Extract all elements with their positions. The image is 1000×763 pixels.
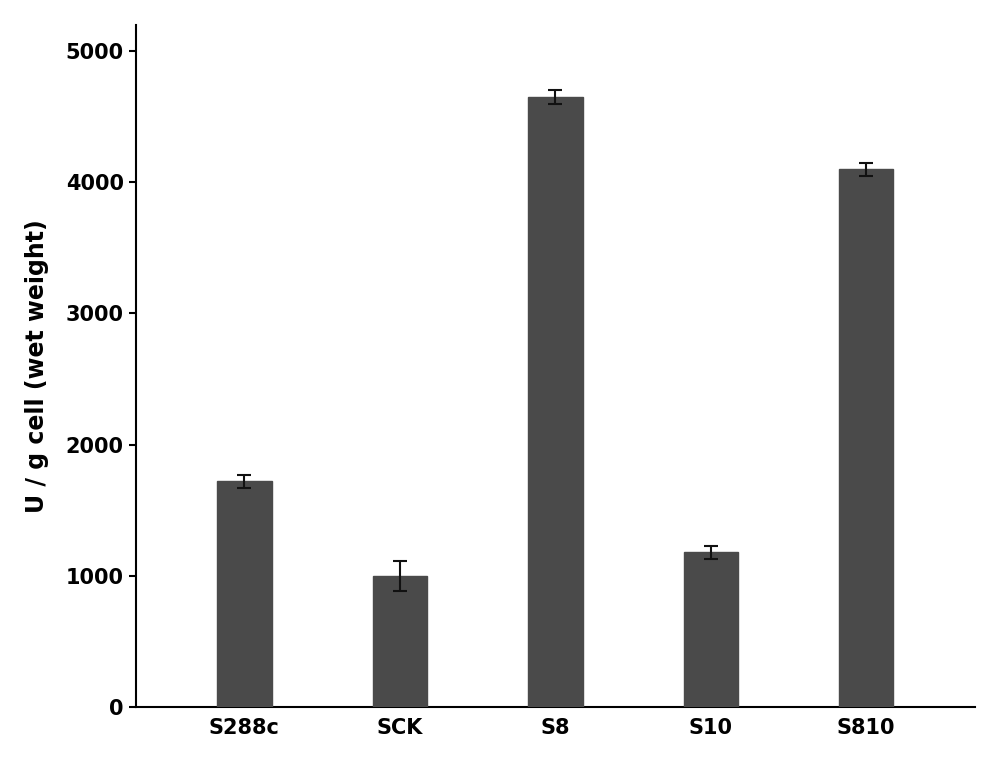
Bar — [373, 576, 427, 707]
Bar — [839, 169, 893, 707]
Y-axis label: U / g cell (wet weight): U / g cell (wet weight) — [25, 219, 49, 513]
Bar — [528, 97, 583, 707]
Bar — [684, 552, 738, 707]
Bar — [217, 481, 272, 707]
